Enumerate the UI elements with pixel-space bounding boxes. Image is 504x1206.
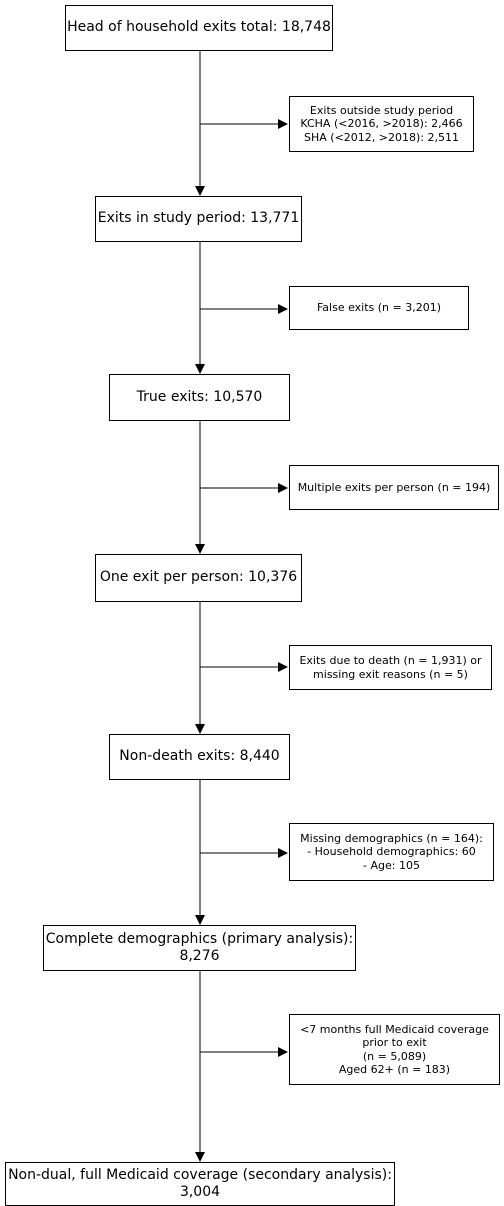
exclusion-box-text: Missing demographics (n = 164): (300, 832, 483, 846)
exclusion-box-text: - Age: 105 (363, 858, 420, 872)
main-box-text: 3,004 (179, 1184, 221, 1200)
exclusion-box-text: KCHA (<2016, >2018): 2,466 (300, 117, 463, 131)
exclusion-box-text: Exits outside study period (309, 104, 454, 118)
exclusion-box-outside-period: Exits outside study period KCHA (<2016, … (289, 96, 474, 152)
exclusion-box-text: <7 months full Medicaid coverage (300, 1023, 489, 1037)
main-box-text: Exits in study period: 13,771 (97, 210, 300, 227)
main-box-true-exits: True exits: 10,570 (109, 374, 290, 421)
main-box-text: Non-dual, full Medicaid coverage (second… (8, 1166, 392, 1183)
main-box-study-period: Exits in study period: 13,771 (95, 196, 302, 242)
exclusion-box-text: SHA (<2012, >2018): 2,511 (304, 130, 459, 144)
main-box-complete-demographics: Complete demographics (primary analysis)… (43, 925, 356, 971)
exclusion-box-text: False exits (n = 3,201) (316, 301, 442, 315)
exclusion-box-text: missing exit reasons (n = 5) (313, 667, 468, 681)
main-box-one-exit: One exit per person: 10,376 (95, 554, 302, 602)
main-box-text: 8,276 (179, 948, 220, 964)
main-box-head-of-household: Head of household exits total: 18,748 (65, 5, 333, 51)
exclusion-box-text: - Household demographics: 60 (307, 845, 476, 859)
main-box-non-death: Non-death exits: 8,440 (109, 734, 290, 780)
exclusion-box-text: (n = 5,089) (362, 1049, 427, 1063)
exclusion-box-text: Aged 62+ (n = 183) (338, 1062, 451, 1076)
exclusion-box-text: Exits due to death (n = 1,931) or (299, 654, 482, 668)
exclusion-box-death: Exits due to death (n = 1,931) or missin… (289, 645, 492, 690)
exclusion-box-medicaid-coverage: <7 months full Medicaid coverage prior t… (289, 1014, 500, 1085)
main-box-text: Head of household exits total: 18,748 (67, 19, 331, 36)
exclusion-box-multiple-exits: Multiple exits per person (n = 194) (289, 465, 499, 510)
main-box-text: Complete demographics (primary analysis)… (45, 930, 354, 947)
exclusion-box-false-exits: False exits (n = 3,201) (289, 286, 469, 330)
exclusion-box-missing-demographics: Missing demographics (n = 164): - Househ… (289, 823, 494, 881)
exclusion-box-text: Multiple exits per person (n = 194) (297, 480, 491, 494)
main-box-text: Non-death exits: 8,440 (119, 748, 280, 765)
main-box-text: True exits: 10,570 (136, 388, 263, 405)
exclusion-box-text: prior to exit (362, 1036, 427, 1050)
main-box-text: One exit per person: 10,376 (99, 569, 298, 586)
main-box-non-dual: Non-dual, full Medicaid coverage (second… (5, 1162, 395, 1206)
